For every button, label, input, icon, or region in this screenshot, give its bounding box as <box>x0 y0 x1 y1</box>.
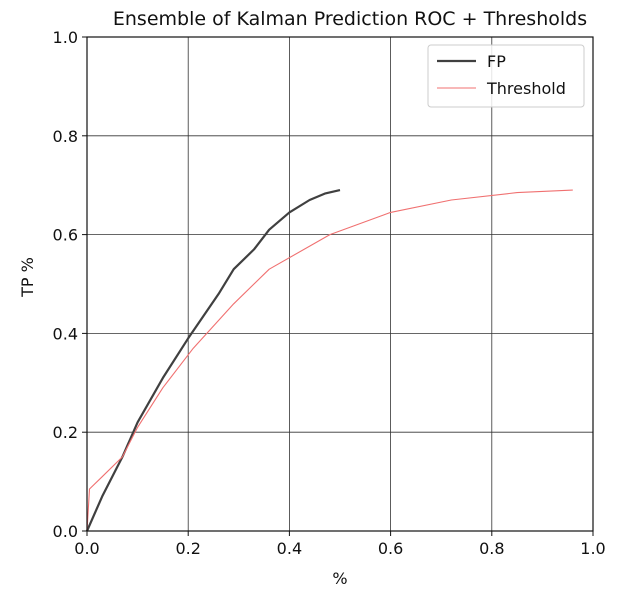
plot-lines <box>85 189 573 532</box>
y-axis-ticks: 0.0 0.2 0.4 0.6 0.8 1.0 <box>53 28 87 541</box>
series-line-fp <box>85 189 341 532</box>
x-tick-label: 0.8 <box>479 539 504 558</box>
legend-label: FP <box>487 52 506 71</box>
x-tick-label: 0.4 <box>277 539 302 558</box>
x-axis-label: % <box>332 569 347 588</box>
legend: FP Threshold <box>427 44 585 108</box>
series-line-threshold <box>86 189 573 532</box>
y-tick-label: 0.8 <box>53 127 78 146</box>
x-tick-label: 0.2 <box>175 539 200 558</box>
legend-label: Threshold <box>486 79 566 98</box>
y-tick-label: 0.2 <box>53 423 78 442</box>
x-tick-label: 1.0 <box>580 539 605 558</box>
y-axis-label: TP % <box>18 257 37 298</box>
x-axis-ticks: 0.0 0.2 0.4 0.6 0.8 1.0 <box>74 531 606 558</box>
grid <box>86 36 594 532</box>
y-tick-label: 0.4 <box>53 324 78 343</box>
y-tick-label: 0.0 <box>53 522 78 541</box>
chart-title: Ensemble of Kalman Prediction ROC + Thre… <box>113 8 587 30</box>
y-tick-label: 0.6 <box>53 226 78 245</box>
x-tick-label: 0.0 <box>74 539 99 558</box>
x-tick-label: 0.6 <box>378 539 403 558</box>
plot-frame <box>86 36 594 532</box>
y-tick-label: 1.0 <box>53 28 78 47</box>
